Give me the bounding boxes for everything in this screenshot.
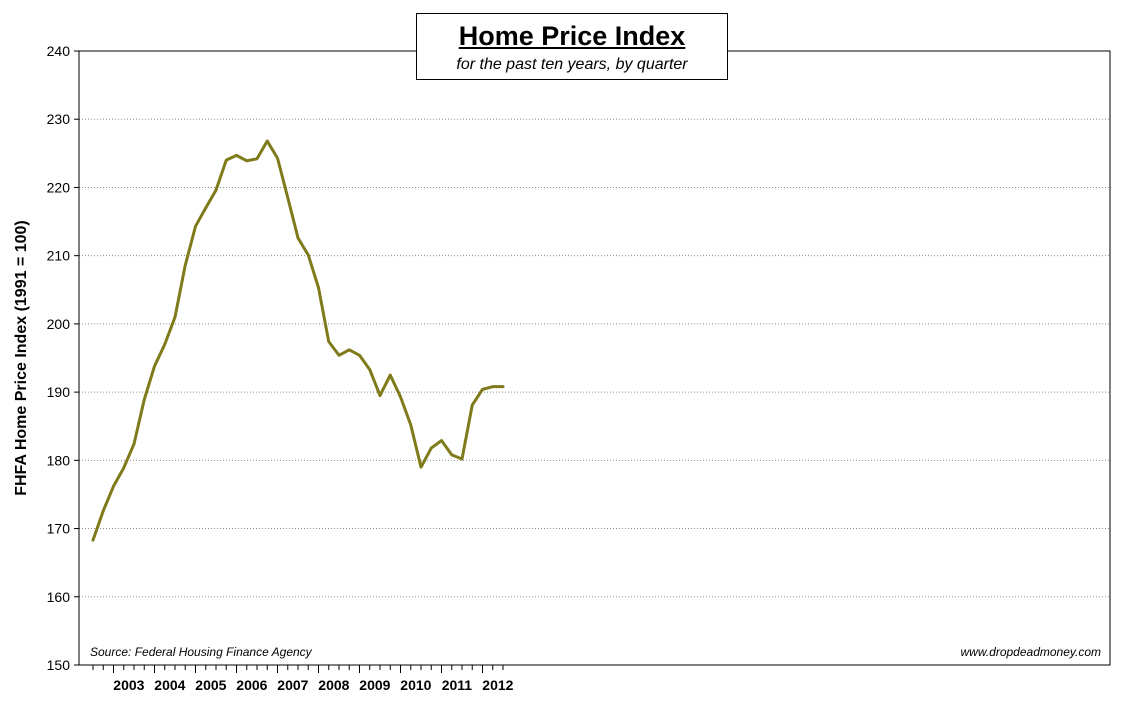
series-layer (91, 139, 505, 542)
chart-title: Home Price Index (458, 21, 686, 51)
data-point (276, 156, 279, 160)
data-point (235, 154, 238, 157)
data-point (91, 538, 95, 542)
data-point (368, 368, 371, 371)
data-point (307, 253, 310, 257)
axis-tick-labels: 150 160 170 180 190 200 210 220 230 240 2003 2004 20… (47, 43, 514, 693)
y-tick-label: 210 (47, 248, 71, 264)
data-point (317, 286, 320, 289)
data-point (194, 225, 197, 228)
data-point (440, 439, 443, 442)
data-point (327, 340, 330, 343)
data-point (419, 465, 423, 469)
data-point (358, 354, 361, 357)
x-year-label: 2012 (482, 677, 513, 693)
data-point (409, 423, 412, 427)
data-point (122, 466, 125, 470)
data-point (112, 485, 115, 488)
data-point (153, 364, 156, 368)
x-year-label: 2010 (400, 677, 431, 693)
data-point (132, 442, 136, 446)
x-year-label: 2005 (195, 677, 226, 693)
data-point (481, 388, 484, 391)
data-point (348, 348, 351, 352)
x-year-label: 2004 (154, 677, 185, 693)
axis-ticks (74, 50, 504, 673)
source-note: Source: Federal Housing Finance Agency (90, 645, 312, 659)
data-point (378, 394, 382, 397)
series-line (91, 139, 505, 542)
data-point (460, 457, 464, 461)
data-point (184, 264, 187, 267)
data-point (204, 206, 207, 210)
y-tick-label: 200 (47, 316, 71, 332)
y-axis-title: FHFA Home Price Index (1991 = 100) (13, 220, 30, 496)
gridlines (79, 118, 1110, 598)
data-point (173, 315, 177, 319)
data-point (296, 236, 300, 240)
data-point (389, 373, 392, 377)
y-tick-label: 220 (47, 179, 71, 195)
data-point (143, 398, 146, 401)
x-year-label: 2007 (277, 677, 308, 693)
data-point (225, 158, 228, 162)
data-point (471, 403, 474, 407)
y-tick-label: 230 (47, 111, 71, 127)
y-tick-label: 180 (47, 452, 71, 468)
credit-note: www.dropdeadmoney.com (960, 645, 1101, 659)
y-tick-label: 160 (47, 589, 71, 605)
y-tick-label: 190 (47, 384, 71, 400)
data-point (430, 446, 433, 450)
data-point (266, 139, 269, 143)
data-point (163, 343, 166, 346)
x-year-label: 2009 (359, 677, 390, 693)
y-tick-label: 240 (47, 43, 71, 59)
data-point (399, 395, 402, 399)
data-point (501, 385, 505, 388)
y-tick-label: 150 (47, 657, 71, 673)
data-point (214, 188, 218, 192)
data-point (491, 385, 494, 388)
y-tick-label: 170 (47, 521, 71, 537)
data-point (102, 509, 105, 513)
chart-subtitle: for the past ten years, by quarter (456, 56, 688, 73)
data-point (286, 196, 289, 199)
plot-area-border (78, 50, 1111, 666)
x-year-label: 2008 (318, 677, 349, 693)
x-year-label: 2006 (236, 677, 267, 693)
x-year-label: 2003 (113, 677, 144, 693)
data-point (255, 157, 259, 160)
chart-title-box: Home Price Index for the past ten years,… (416, 13, 728, 80)
x-year-label: 2011 (442, 677, 473, 693)
data-point (337, 354, 341, 357)
data-point (450, 453, 453, 457)
data-point (245, 159, 248, 163)
